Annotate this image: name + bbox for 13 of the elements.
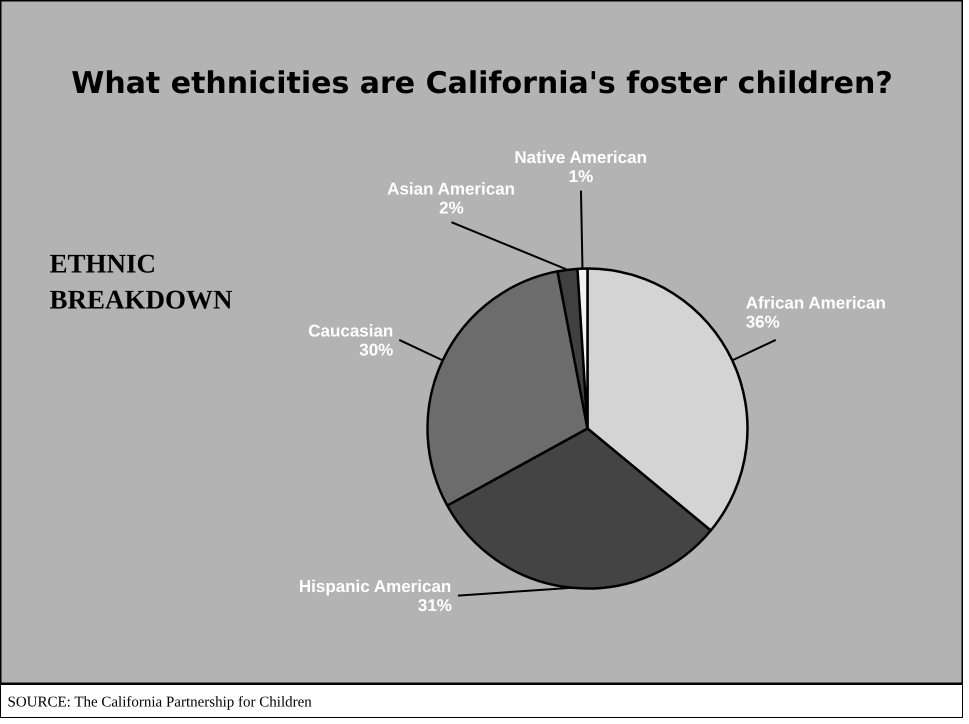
slice-label: Hispanic American bbox=[298, 577, 452, 596]
data-label: 36% bbox=[746, 312, 780, 332]
data-label: 2% bbox=[439, 198, 464, 218]
data-label: 31% bbox=[418, 596, 452, 616]
slice-label: Caucasian bbox=[308, 321, 394, 340]
chart-title: What ethnicities are California's foster children? bbox=[71, 66, 893, 101]
text: ETHNIC BREAKDOWN bbox=[50, 248, 234, 314]
source-note: SOURCE: The California Partnership for Children bbox=[8, 694, 312, 710]
slice-label: African American bbox=[746, 293, 886, 312]
slice-label: Native American bbox=[514, 148, 647, 168]
data-label: 1% bbox=[568, 167, 594, 186]
data-label: 30% bbox=[359, 340, 394, 360]
slice-label: Asian American bbox=[387, 180, 516, 199]
